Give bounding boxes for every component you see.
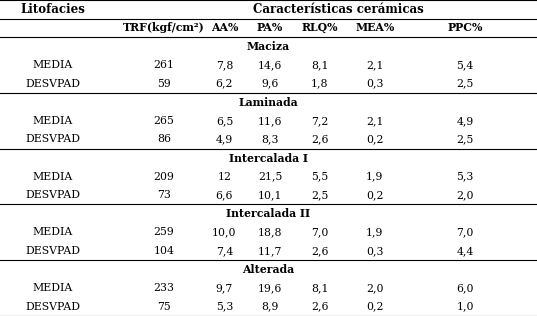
- Text: 1,0: 1,0: [456, 302, 474, 312]
- Text: Litofacies: Litofacies: [20, 3, 85, 16]
- Text: 7,0: 7,0: [456, 227, 474, 237]
- Text: 7,8: 7,8: [216, 60, 233, 70]
- Text: DESVPAD: DESVPAD: [25, 302, 80, 312]
- Text: TRF(kgf/cm²): TRF(kgf/cm²): [123, 22, 205, 33]
- Text: 104: 104: [154, 246, 174, 256]
- Text: 75: 75: [157, 302, 171, 312]
- Text: 10,0: 10,0: [212, 227, 237, 237]
- Text: MEDIA: MEDIA: [33, 60, 72, 70]
- Text: 18,8: 18,8: [258, 227, 282, 237]
- Text: 0,2: 0,2: [366, 134, 383, 144]
- Text: 209: 209: [154, 172, 174, 182]
- Text: DESVPAD: DESVPAD: [25, 246, 80, 256]
- Text: Laminada: Laminada: [238, 97, 299, 108]
- Text: 1,9: 1,9: [366, 227, 383, 237]
- Text: PA%: PA%: [257, 22, 283, 33]
- Text: 2,0: 2,0: [456, 190, 474, 200]
- Text: Alterada: Alterada: [242, 264, 295, 275]
- Text: MEA%: MEA%: [355, 22, 395, 33]
- Text: AA%: AA%: [211, 22, 238, 33]
- Text: 59: 59: [157, 79, 171, 89]
- Text: 6,5: 6,5: [216, 116, 233, 126]
- Text: RLQ%: RLQ%: [301, 22, 338, 33]
- Text: DESVPAD: DESVPAD: [25, 134, 80, 144]
- Text: DESVPAD: DESVPAD: [25, 190, 80, 200]
- Text: 19,6: 19,6: [258, 283, 282, 293]
- Text: 0,2: 0,2: [366, 190, 383, 200]
- Text: Intercalada I: Intercalada I: [229, 153, 308, 163]
- Text: 8,1: 8,1: [311, 60, 328, 70]
- Text: MEDIA: MEDIA: [33, 227, 72, 237]
- Text: PPC%: PPC%: [447, 22, 483, 33]
- Text: 11,7: 11,7: [258, 246, 282, 256]
- Text: 6,2: 6,2: [216, 79, 233, 89]
- Text: 1,9: 1,9: [366, 172, 383, 182]
- Text: 2,1: 2,1: [366, 116, 383, 126]
- Text: MEDIA: MEDIA: [33, 283, 72, 293]
- Text: 4,4: 4,4: [456, 246, 474, 256]
- Text: 1,8: 1,8: [311, 79, 328, 89]
- Text: 6,0: 6,0: [456, 283, 474, 293]
- Text: 2,5: 2,5: [311, 190, 328, 200]
- Text: 259: 259: [154, 227, 174, 237]
- Text: 21,5: 21,5: [258, 172, 282, 182]
- Text: 2,1: 2,1: [366, 60, 383, 70]
- Text: 2,0: 2,0: [366, 283, 383, 293]
- Text: 2,6: 2,6: [311, 246, 328, 256]
- Text: 0,3: 0,3: [366, 79, 383, 89]
- Text: 2,6: 2,6: [311, 302, 328, 312]
- Text: 5,3: 5,3: [216, 302, 233, 312]
- Text: 11,6: 11,6: [258, 116, 282, 126]
- Text: Intercalada II: Intercalada II: [227, 208, 310, 219]
- Text: 5,5: 5,5: [311, 172, 328, 182]
- Text: 265: 265: [154, 116, 174, 126]
- Text: 2,5: 2,5: [456, 134, 474, 144]
- Text: 10,1: 10,1: [258, 190, 282, 200]
- Text: 233: 233: [153, 283, 175, 293]
- Text: 4,9: 4,9: [456, 116, 474, 126]
- Text: 7,4: 7,4: [216, 246, 233, 256]
- Text: 8,3: 8,3: [262, 134, 279, 144]
- Text: MEDIA: MEDIA: [33, 116, 72, 126]
- Text: 6,6: 6,6: [216, 190, 233, 200]
- Text: 0,3: 0,3: [366, 246, 383, 256]
- Text: 86: 86: [157, 134, 171, 144]
- Text: 5,3: 5,3: [456, 172, 474, 182]
- Text: DESVPAD: DESVPAD: [25, 79, 80, 89]
- Text: 2,6: 2,6: [311, 134, 328, 144]
- Text: 2,5: 2,5: [456, 79, 474, 89]
- Text: 9,6: 9,6: [262, 79, 279, 89]
- Text: 8,1: 8,1: [311, 283, 328, 293]
- Text: 5,4: 5,4: [456, 60, 474, 70]
- Text: 7,2: 7,2: [311, 116, 328, 126]
- Text: Características cerámicas: Características cerámicas: [253, 3, 424, 16]
- Text: 0,2: 0,2: [366, 302, 383, 312]
- Text: 14,6: 14,6: [258, 60, 282, 70]
- Text: 73: 73: [157, 190, 171, 200]
- Text: 8,9: 8,9: [262, 302, 279, 312]
- Text: 7,0: 7,0: [311, 227, 328, 237]
- Text: Maciza: Maciza: [247, 41, 290, 52]
- Text: 12: 12: [217, 172, 231, 182]
- Text: 4,9: 4,9: [216, 134, 233, 144]
- Text: 261: 261: [153, 60, 175, 70]
- Text: 9,7: 9,7: [216, 283, 233, 293]
- Text: MEDIA: MEDIA: [33, 172, 72, 182]
